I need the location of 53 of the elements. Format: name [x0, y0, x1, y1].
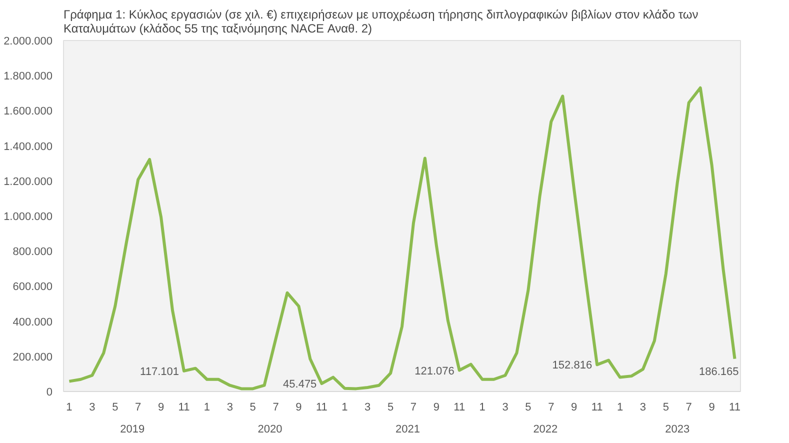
x-tick-label: 1 [66, 402, 72, 414]
x-tick-label: 7 [686, 402, 692, 414]
line-series [68, 86, 736, 390]
x-tick-label: 11 [591, 402, 603, 414]
x-tick-label: 7 [135, 402, 142, 414]
x-tick-label: 5 [662, 402, 669, 414]
x-tick-label: 1 [204, 402, 210, 414]
x-tick-label: 3 [502, 402, 508, 414]
text: 2019 [120, 424, 145, 436]
text: 2023 [665, 424, 690, 436]
x-tick-label: 5 [250, 402, 256, 414]
text: 2020 [258, 424, 282, 436]
y-tick-label: 800.000 [12, 246, 53, 258]
data-label: 121.076 [414, 365, 454, 378]
chart-title: Γράφημα 1: Κύκλος εργασιών (σε χιλ. €) επιχειρήσεων με υποχρέωση τήρησης διπλογραφικών βιβλίων στον κλάδο των Καταλυμάτων (κλάδος 55 της ταξινόμησης NACE Αναθ. 2) [64, 8, 698, 36]
y-tick-label: 1.400.000 [4, 140, 52, 153]
data-label: 117.101 [140, 366, 179, 378]
y-tick-label: 600.000 [12, 281, 53, 294]
x-tick-label: 11 [316, 402, 328, 414]
x-tick-label: 7 [272, 402, 279, 414]
y-tick-label: 400.000 [12, 316, 53, 328]
x-tick-label: 3 [364, 402, 371, 414]
data-label: 152.816 [552, 360, 592, 372]
y-tick-label: 200.000 [12, 351, 53, 364]
data-label: 45.475 [283, 378, 317, 391]
x-tick-label: 9 [296, 402, 302, 414]
x-tick-label: 3 [640, 402, 646, 414]
y-tick-label: 0 [46, 386, 53, 398]
x-tick-label: 11 [178, 402, 190, 414]
x-tick-label: 5 [525, 402, 532, 414]
x-tick-label: 9 [708, 402, 715, 414]
y-tick-label: 1.000.000 [4, 211, 52, 223]
x-tick-label: 3 [89, 402, 96, 414]
x-tick-label: 1 [479, 402, 486, 414]
text: 2021 [396, 424, 420, 436]
x-tick-label: 5 [112, 402, 118, 414]
data-label: 186.165 [699, 366, 739, 378]
y-tick-label: 1.800.000 [4, 70, 52, 83]
x-tick-label: 1 [616, 402, 624, 414]
x-tick-label: 3 [226, 402, 233, 414]
x-tick-label: 11 [454, 402, 466, 414]
y-tick-label: 1.200.000 [4, 176, 52, 188]
x-tick-label: 5 [387, 402, 394, 414]
x-tick-label: 7 [548, 402, 554, 414]
x-tick-label: 11 [729, 402, 740, 414]
x-tick-label: 7 [410, 402, 417, 414]
x-tick-label: 9 [158, 402, 164, 414]
x-tick-label: 1 [342, 402, 348, 414]
x-tick-label: 9 [571, 402, 578, 414]
text: 2022 [533, 424, 558, 436]
y-tick-label: 2.000.000 [4, 36, 52, 48]
x-tick-label: 9 [433, 402, 440, 414]
y-tick-label: 1.600.000 [4, 106, 52, 118]
